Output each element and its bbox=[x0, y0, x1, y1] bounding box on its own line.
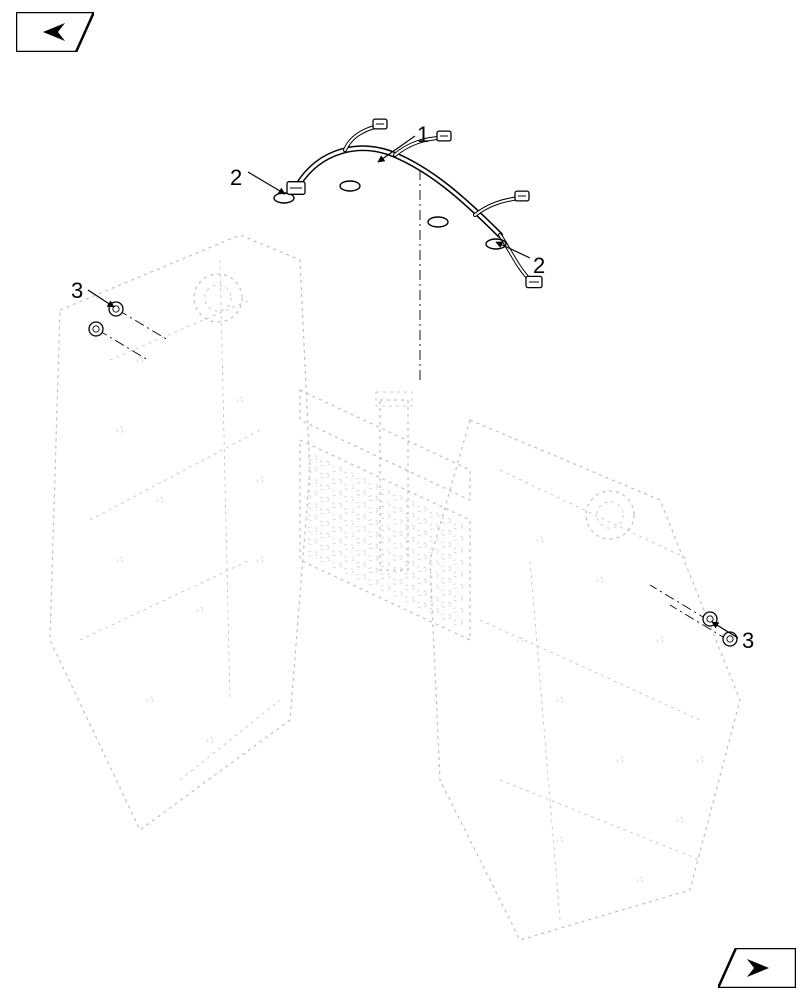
next-page-icon[interactable] bbox=[718, 948, 796, 988]
callout-leaders bbox=[88, 136, 738, 638]
callout-c2a: 2 bbox=[230, 165, 242, 191]
callout-c1: 1 bbox=[417, 122, 429, 148]
grommets bbox=[89, 302, 737, 646]
callout-c3r: 3 bbox=[742, 628, 754, 654]
callout-c3l: 3 bbox=[71, 278, 83, 304]
prev-page-icon[interactable] bbox=[16, 12, 94, 52]
projection-lines bbox=[98, 170, 728, 640]
chassis-ghost bbox=[50, 235, 740, 940]
exploded-view-drawing bbox=[0, 0, 812, 1000]
wire-harness bbox=[274, 119, 542, 288]
callout-c2b: 2 bbox=[533, 253, 545, 279]
